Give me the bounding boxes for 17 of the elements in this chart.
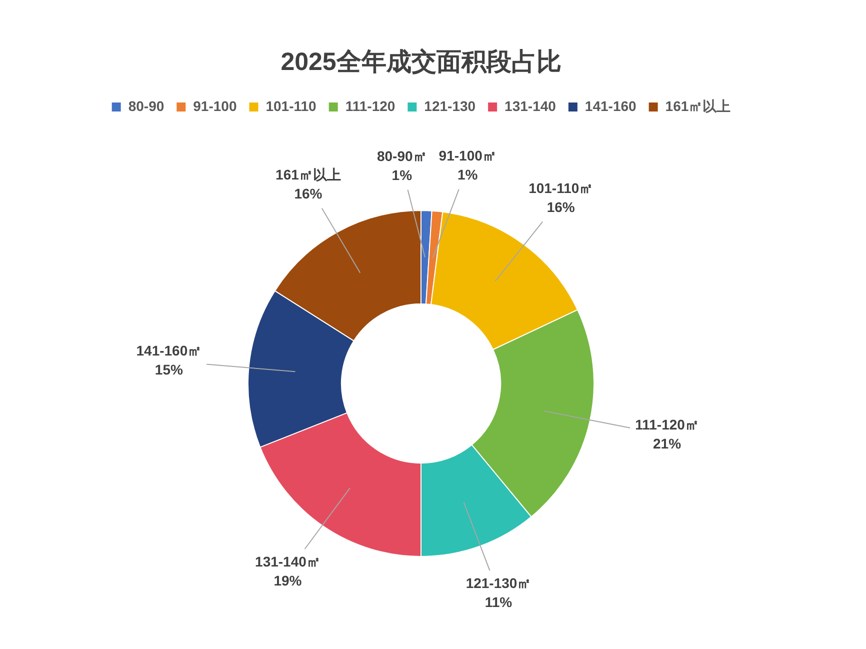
- data-label: 101-110㎡ 16%: [528, 180, 594, 216]
- legend-label: 141-160: [584, 98, 637, 114]
- legend-label: 80-90: [128, 98, 164, 114]
- data-label: 131-140㎡ 19%: [255, 553, 320, 588]
- legend-label: 101-110: [266, 98, 317, 114]
- legend-label: 121-130: [424, 98, 476, 114]
- data-label: 121-130㎡ 11%: [466, 574, 532, 610]
- chart-title: 2025全年成交面积段占比: [280, 48, 562, 76]
- legend-label: 131-140: [504, 98, 556, 114]
- data-label: 80-90㎡ 1%: [376, 148, 427, 184]
- legend-label: 111-120: [345, 98, 396, 114]
- data-label: 161㎡以上 16%: [276, 166, 341, 202]
- data-label: 91-100㎡ 1%: [438, 148, 496, 183]
- data-label: 141-160㎡ 15%: [136, 342, 202, 378]
- legend-label: 91-100: [193, 98, 237, 114]
- data-label: 111-120㎡ 21%: [635, 416, 699, 452]
- legend-label: 161㎡以上: [665, 98, 731, 114]
